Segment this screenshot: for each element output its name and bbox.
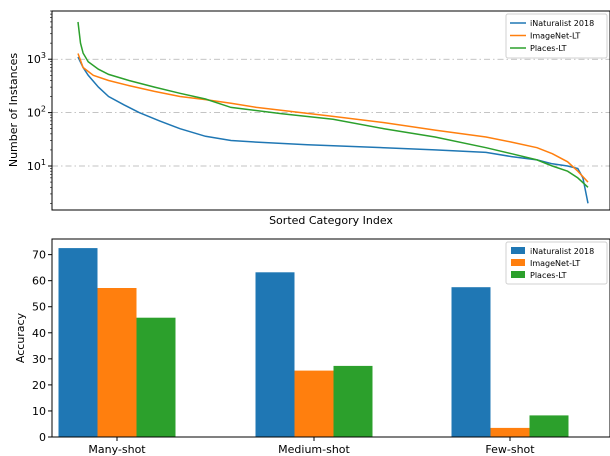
y-tick-label: 10	[32, 405, 46, 418]
bottom-y-axis-ticks: 0 10 20 30 40 50 60 70	[32, 249, 52, 444]
y-tick-label: 0	[39, 431, 46, 444]
y-tick-label: 30	[32, 353, 46, 366]
legend-swatch	[511, 247, 525, 254]
legend-box	[505, 13, 608, 59]
legend-label: ImageNet-LT	[530, 259, 580, 268]
series-line-imagenet-lt	[77, 53, 589, 183]
top-x-axis-label: Sorted Category Index	[269, 214, 393, 227]
y-tick-label: 60	[32, 275, 46, 288]
legend-label: Places-LT	[530, 44, 567, 53]
bar-few-shot-inaturalist-2018	[451, 287, 491, 437]
bar-many-shot-places-lt	[136, 317, 176, 437]
bar-few-shot-places-lt	[529, 415, 569, 437]
bar-few-shot-imagenet-lt	[490, 427, 530, 437]
bottom-legend: iNaturalist 2018 ImageNet-LT Places-LT	[505, 241, 608, 285]
accuracy-bar-chart: 0 10 20 30 40 50 60 70 Many-shot Medium-shot Few-…	[14, 238, 610, 456]
legend-label: iNaturalist 2018	[530, 19, 594, 28]
legend-box	[505, 241, 608, 285]
legend-label: ImageNet-LT	[530, 32, 580, 41]
legend-swatch	[511, 271, 525, 278]
instances-line-chart: 101 102 103 Sorted Category Index Number o…	[7, 10, 610, 227]
bottom-y-axis-label: Accuracy	[14, 312, 27, 363]
bottom-bars	[58, 248, 569, 437]
top-series-lines	[77, 21, 589, 204]
y-tick-label: 101	[27, 158, 46, 173]
legend-label: Places-LT	[530, 271, 567, 280]
x-tick-label: Few-shot	[485, 443, 535, 456]
y-tick-label: 40	[32, 327, 46, 340]
bar-medium-shot-places-lt	[333, 365, 373, 437]
x-tick-label: Many-shot	[88, 443, 146, 456]
bottom-plot-frame	[51, 238, 610, 438]
bar-many-shot-inaturalist-2018	[58, 248, 98, 437]
top-legend: iNaturalist 2018 ImageNet-LT Places-LT	[505, 13, 608, 59]
series-line-places-lt	[77, 21, 589, 188]
y-tick-label: 70	[32, 249, 46, 262]
top-gridlines	[52, 58, 610, 167]
y-tick-label: 50	[32, 301, 46, 314]
series-line-inaturalist-2018	[77, 56, 589, 204]
top-y-axis-label: Number of Instances	[7, 53, 20, 168]
top-y-axis-ticks: 101 102 103	[27, 10, 52, 204]
bar-medium-shot-inaturalist-2018	[255, 272, 295, 437]
bottom-x-axis-ticks: Many-shot Medium-shot Few-shot	[88, 437, 535, 456]
y-tick-label: 20	[32, 379, 46, 392]
bar-medium-shot-imagenet-lt	[294, 370, 334, 437]
top-plot-frame	[51, 10, 610, 211]
legend-swatch	[511, 259, 525, 266]
y-tick-label: 102	[27, 105, 46, 120]
y-tick-label: 103	[27, 51, 46, 66]
legend-label: iNaturalist 2018	[530, 247, 594, 256]
bar-many-shot-imagenet-lt	[97, 288, 137, 437]
x-tick-label: Medium-shot	[278, 443, 350, 456]
